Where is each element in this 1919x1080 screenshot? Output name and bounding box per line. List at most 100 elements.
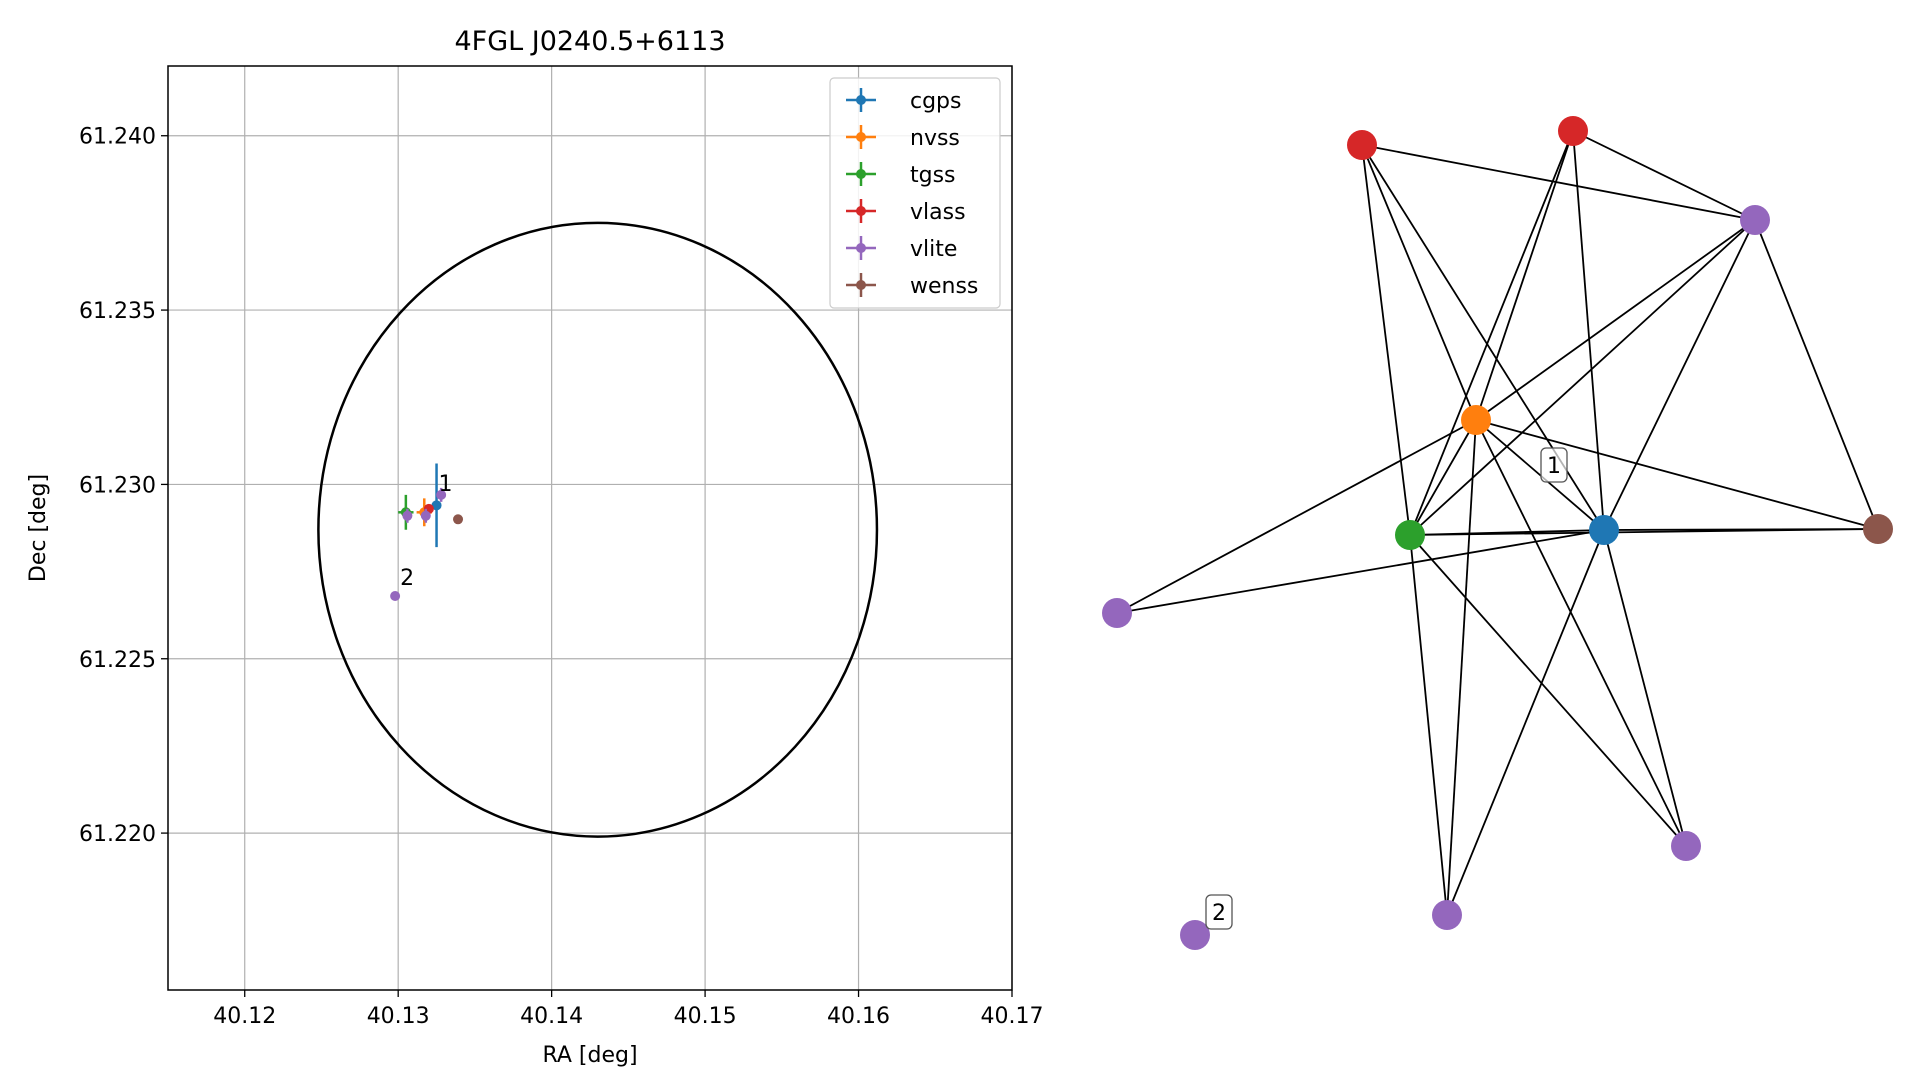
edge [1116,419,1477,614]
legend-entry-tgss: tgss [846,162,956,188]
marker [436,489,447,500]
marker [431,500,442,511]
y-tick-label: 61.235 [79,299,156,324]
node-orange [1461,405,1491,435]
edge [1409,130,1574,536]
legend-label: vlite [910,237,957,262]
y-tick-label: 61.240 [79,125,156,150]
edge [1446,419,1477,916]
node-purple-left [1102,598,1132,628]
node-purple-isolated [1180,920,1210,950]
edge [1361,144,1605,531]
node-purple-br [1671,831,1701,861]
legend-marker [856,132,866,142]
edges-layer [1116,130,1879,916]
edge [1572,130,1605,531]
network-label: 2 [1205,894,1233,930]
network-panel: 12 [1102,116,1893,950]
x-tick-label: 40.17 [981,1004,1044,1029]
legend-label: tgss [910,163,956,188]
y-tick-label: 61.230 [79,473,156,498]
edge [1361,144,1477,421]
legend-label: nvss [910,126,960,151]
network-label: 1 [1540,447,1568,483]
scatter-panel: 4FGL J0240.5+6113 12 40.12 40.13 40.14 40.1… [26,26,1043,1068]
node-blue [1589,515,1619,545]
point-vlite [390,590,401,601]
legend-entry-vlass: vlass [846,199,966,225]
legend-entry-wenss: wenss [846,273,978,299]
node-purple-top [1740,205,1770,235]
x-tick-label: 40.15 [674,1004,737,1029]
legend-marker [856,206,866,216]
edge [1572,130,1756,221]
edge [1116,529,1605,614]
legend: cgps nvss tgss vlass vlite wenss [829,77,1001,309]
points-layer [390,463,464,601]
label-text: 2 [1212,901,1226,926]
marker [390,590,401,601]
label-box [1205,894,1233,930]
edge [1409,534,1687,847]
edge [1361,144,1411,536]
point-vlite [436,487,447,502]
x-tick-label: 40.13 [367,1004,430,1029]
x-tick-layer: 40.12 40.13 40.14 40.15 40.16 40.17 [213,990,1043,1029]
nodes-layer [1102,116,1893,950]
plot-frame [167,65,1013,991]
edge [1409,534,1448,916]
edge [1475,130,1574,421]
legend-label: wenss [910,274,978,299]
marker [420,510,431,521]
legend-marker [856,169,866,179]
edge [1475,419,1605,531]
edge [1603,529,1687,847]
edge [1446,529,1605,916]
legend-marker [856,95,866,105]
edge [1603,219,1756,531]
x-tick-label: 40.16 [827,1004,890,1029]
point-annotation: 1 [439,472,453,497]
point-wenss [453,514,464,525]
legend-entries: cgps nvss tgss vlass vlite wenss [846,88,978,299]
node-red-a [1347,130,1377,160]
edge [1475,219,1756,421]
error-ellipse [317,221,879,838]
edge [1475,419,1687,847]
y-tick-label: 61.225 [79,648,156,673]
legend-label: vlass [910,200,966,225]
y-tick-layer: 61.220 61.225 61.230 61.235 61.240 [79,125,168,847]
point-annotation: 2 [400,566,414,591]
edge [1475,419,1879,530]
x-tick-label: 40.12 [213,1004,276,1029]
x-axis-label: RA [deg] [542,1043,637,1068]
chart-title: 4FGL J0240.5+6113 [454,26,725,57]
error-ellipse-layer [317,221,879,838]
edge [1754,219,1879,530]
legend-box [829,77,1001,309]
x-tick-label: 40.14 [520,1004,583,1029]
legend-entry-cgps: cgps [846,88,962,114]
marker [453,514,464,525]
edge [1603,528,1879,531]
legend-entry-nvss: nvss [846,125,960,151]
legend-marker [856,243,866,253]
node-purple-bottom [1432,900,1462,930]
label-box [1540,447,1568,483]
legend-entry-vlite: vlite [846,236,957,262]
node-brown [1863,514,1893,544]
label-text: 1 [1547,454,1561,479]
marker [402,510,413,521]
edge [1409,219,1756,536]
edge [1361,144,1756,221]
point-vlite [420,508,431,523]
annotation-layer: 12 [400,472,452,591]
legend-marker [856,280,866,290]
legend-label: cgps [910,89,962,114]
y-axis-label: Dec [deg] [26,474,51,582]
point-vlite [402,508,413,523]
point-cgps [431,463,442,548]
network-labels-layer: 12 [1205,447,1568,930]
edge [1409,419,1477,536]
